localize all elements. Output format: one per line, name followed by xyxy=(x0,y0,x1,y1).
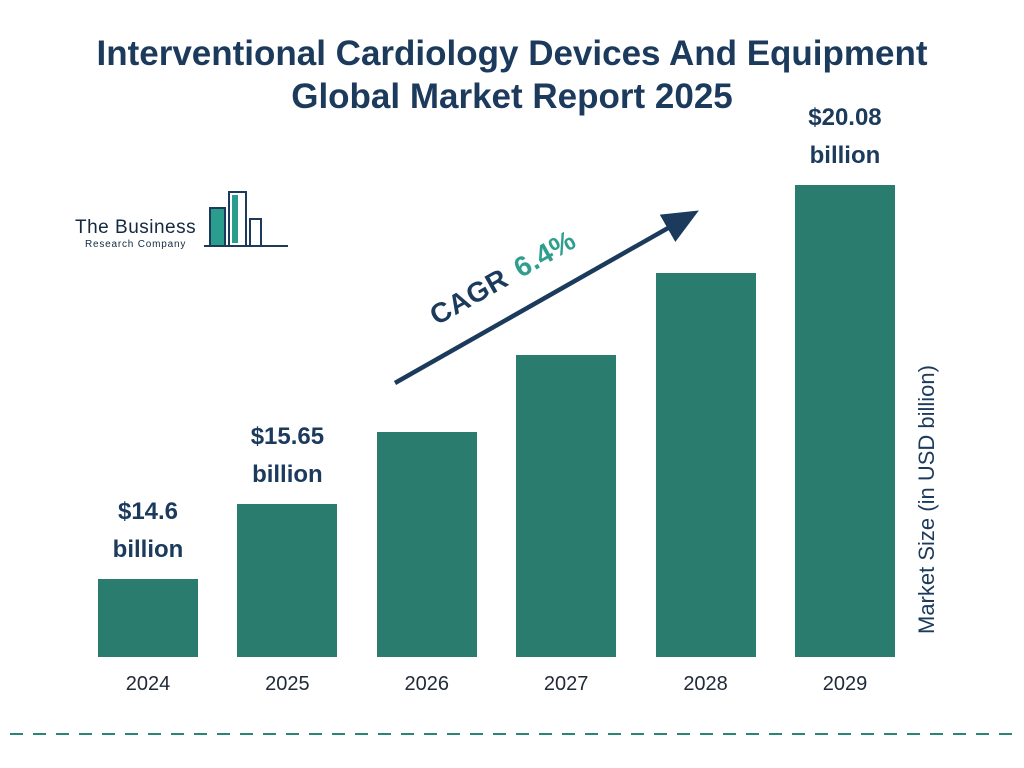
company-logo: The Business Research Company xyxy=(75,188,290,254)
bar-value-2025-amount: $15.65 xyxy=(250,423,325,450)
bar-group-2026: 2026 xyxy=(376,432,477,698)
bar-value-label-2025: $15.65 billion xyxy=(251,418,324,494)
y-axis-title: Market Size (in USD billion) xyxy=(914,365,939,635)
bar-value-2024-unit: billion xyxy=(112,536,184,563)
chart-title: Interventional Cardiology Devices And Eq… xyxy=(0,32,1024,118)
x-axis-label-2028: 2028 xyxy=(683,673,728,695)
bar-value-2029-unit: billion xyxy=(809,142,881,169)
bar-group-2029: $20.08 billion 2029 xyxy=(794,99,895,698)
bar-2024 xyxy=(98,579,198,657)
logo-subname: Research Company xyxy=(84,239,187,250)
bar-2025 xyxy=(237,504,338,657)
company-logo-text: The Business Research Company xyxy=(75,217,196,250)
bar-value-label-2029: $20.08 billion xyxy=(808,99,881,175)
chart-title-line1: Interventional Cardiology Devices And Eq… xyxy=(96,34,928,73)
x-axis-label-2027: 2027 xyxy=(543,673,589,695)
x-axis-label-2029: 2029 xyxy=(822,673,868,695)
logo-bar-chart-icon xyxy=(204,191,289,247)
x-axis-label-2025: 2025 xyxy=(265,673,310,695)
bar-chart: $14.6 billion 2024 $15.65 billion 2025 2… xyxy=(98,96,895,698)
bottom-dashed-divider xyxy=(10,733,1014,735)
bar-group-2028: 2028 xyxy=(655,273,756,698)
x-axis-label-2026: 2026 xyxy=(404,673,450,695)
logo-name: The Business xyxy=(75,217,197,238)
bar-group-2024: $14.6 billion 2024 xyxy=(98,493,198,698)
bar-value-2029-amount: $20.08 xyxy=(808,104,882,131)
bar-2027 xyxy=(516,355,617,657)
bar-2028 xyxy=(655,273,756,657)
bar-group-2025: $15.65 billion 2025 xyxy=(237,418,338,698)
bar-group-2027: 2027 xyxy=(516,355,617,698)
bar-value-label-2024: $14.6 billion xyxy=(113,493,184,569)
bar-value-2024-amount: $14.6 xyxy=(117,498,179,525)
bar-value-2025-unit: billion xyxy=(252,461,323,488)
bar-2029 xyxy=(794,185,895,657)
bar-2026 xyxy=(376,432,477,657)
chart-title-line2: Global Market Report 2025 xyxy=(291,77,733,116)
x-axis-label-2024: 2024 xyxy=(125,673,171,695)
cagr-trend-arrow xyxy=(393,210,699,385)
